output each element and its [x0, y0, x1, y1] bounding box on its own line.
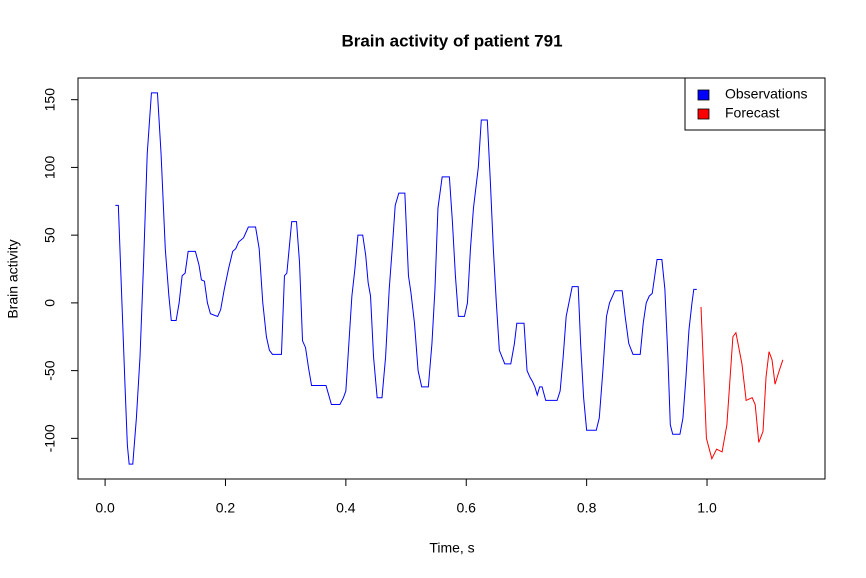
- y-tick-label: -100: [42, 424, 58, 452]
- plot-frame: [77, 77, 826, 480]
- y-tick-label: 150: [42, 88, 58, 112]
- x-axis-label: Time, s: [429, 540, 474, 556]
- x-tick-label: 0.0: [95, 500, 115, 516]
- legend-swatch: [697, 108, 710, 120]
- y-axis-label: Brain activity: [5, 239, 21, 318]
- legend-label: Observations: [725, 86, 807, 102]
- legend-swatch: [697, 89, 710, 101]
- series-line: [115, 92, 697, 465]
- x-tick-label: 0.4: [336, 500, 356, 516]
- series-line: [700, 306, 784, 461]
- x-tick-label: 0.6: [457, 500, 477, 516]
- y-tick-label: 0: [42, 299, 58, 307]
- x-tick-label: 0.8: [577, 500, 597, 516]
- chart-title: Brain activity of patient 791: [341, 31, 562, 50]
- x-tick-label: 1.0: [697, 500, 717, 516]
- y-tick-label: 100: [42, 156, 58, 180]
- legend-label: Forecast: [725, 105, 780, 121]
- legend-box: [684, 77, 826, 131]
- x-tick-label: 0.2: [216, 500, 236, 516]
- y-tick-label: -50: [42, 360, 58, 380]
- y-tick-label: 50: [42, 227, 58, 243]
